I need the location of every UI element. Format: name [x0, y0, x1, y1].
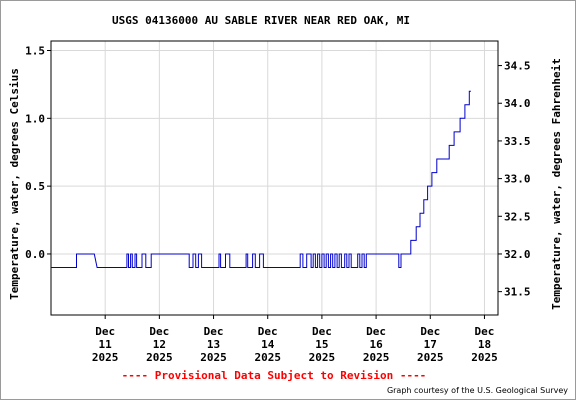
x-tick-label-day: 18 [478, 338, 491, 351]
y-axis-left-label: Temperature, water, degrees Celsius [8, 68, 21, 300]
y2-tick-label: 32.0 [504, 248, 531, 261]
usgs-credit: Graph courtesy of the U.S. Geological Su… [387, 386, 568, 395]
y-tick-label: 0.0 [25, 248, 45, 261]
y-axis-right-ticks: 31.5 32.0 32.5 33.0 33.5 34.0 34.5 [498, 60, 531, 299]
x-tick-label-month: Dec [258, 325, 278, 338]
y2-tick-label: 31.5 [504, 286, 531, 299]
x-tick-label-month: Dec [149, 325, 169, 338]
y-axis-right-label: Temperature, water, degrees Fahrenheit [550, 58, 563, 310]
x-tick-label-day: 17 [424, 338, 437, 351]
x-tick-label-month: Dec [475, 325, 495, 338]
y2-tick-label: 33.0 [504, 173, 531, 186]
x-tick-label-day: 15 [315, 338, 328, 351]
x-tick-label-year: 2025 [146, 351, 173, 364]
y-tick-label: 1.5 [25, 44, 45, 57]
x-tick-label-month: Dec [366, 325, 386, 338]
provisional-data-note: ---- Provisional Data Subject to Revisio… [122, 369, 427, 382]
x-tick-label-year: 2025 [417, 351, 444, 364]
chart-title: USGS 04136000 AU SABLE RIVER NEAR RED OA… [112, 14, 410, 27]
x-tick-label-day: 11 [99, 338, 113, 351]
x-tick-label-year: 2025 [254, 351, 281, 364]
x-axis-ticks: Dec112025Dec122025Dec132025Dec142025Dec1… [92, 315, 498, 364]
x-tick-label-month: Dec [204, 325, 224, 338]
y2-tick-label: 34.5 [504, 60, 531, 73]
plot-area-border [50, 40, 499, 316]
x-tick-label-day: 14 [261, 338, 275, 351]
series-layer [51, 90, 471, 268]
x-tick-label-month: Dec [420, 325, 440, 338]
x-tick-label-year: 2025 [92, 351, 119, 364]
x-tick-label-year: 2025 [363, 351, 390, 364]
y-axis-left-ticks: 0.0 0.5 1.0 1.5 [25, 44, 51, 261]
y-tick-label: 0.5 [25, 180, 45, 193]
y2-tick-label: 32.5 [504, 210, 531, 223]
y-tick-label: 1.0 [25, 112, 45, 125]
x-tick-label-year: 2025 [309, 351, 336, 364]
x-tick-label-year: 2025 [200, 351, 227, 364]
x-tick-label-year: 2025 [471, 351, 498, 364]
x-tick-label-day: 12 [153, 338, 166, 351]
y2-tick-label: 33.5 [504, 135, 531, 148]
grid-lines [51, 41, 498, 315]
x-tick-label-month: Dec [95, 325, 115, 338]
y2-tick-label: 34.0 [504, 97, 531, 110]
x-tick-label-day: 16 [369, 338, 383, 351]
x-tick-label-month: Dec [312, 325, 332, 338]
series-line-0 [51, 90, 471, 268]
x-tick-label-day: 13 [207, 338, 220, 351]
